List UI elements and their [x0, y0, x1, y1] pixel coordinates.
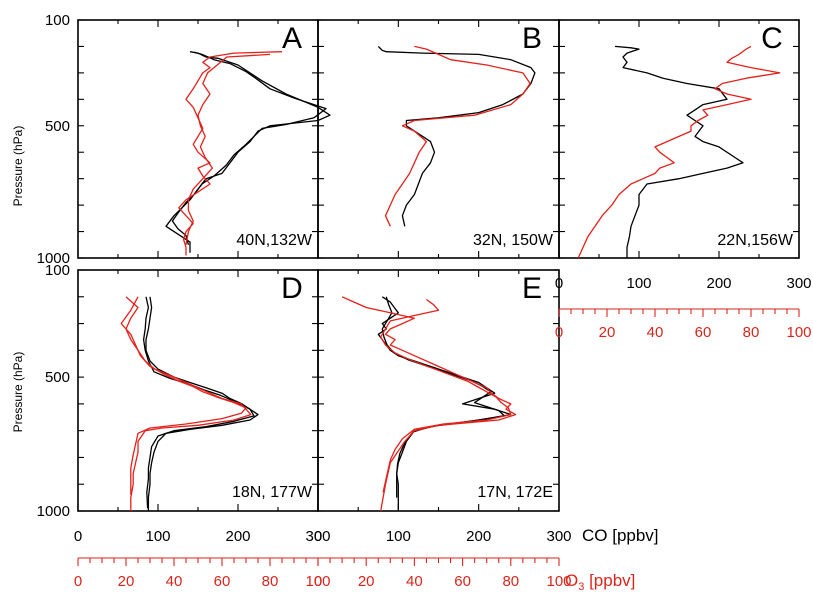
o3-tick-label-c: 20: [599, 324, 616, 341]
panel-location: 17N, 172E: [477, 484, 553, 501]
o3-tick-label-d: 40: [166, 573, 183, 590]
co-tick-label-d: 300: [305, 528, 330, 545]
o3-tick-label-c: 80: [743, 324, 760, 341]
panel-letter: B: [522, 22, 542, 55]
co-tick-label-d: 200: [225, 528, 250, 545]
o3-tick-label-d: 20: [118, 573, 135, 590]
o3-tick-label-c: 60: [695, 324, 712, 341]
panel-b: B 32N, 150W: [317, 19, 560, 259]
panel-location: 40N,132W: [236, 232, 312, 249]
co-profile-line: [381, 296, 506, 498]
panel-letter: D: [281, 272, 303, 305]
o3-tick-label-c: 40: [647, 324, 664, 341]
panel-location: 32N, 150W: [473, 232, 554, 249]
panel-letter: A: [282, 22, 302, 55]
co-tick-label-e: 100: [386, 528, 411, 545]
co-axis-label: CO [ppbv]: [582, 526, 659, 545]
co-tick-label-d: 100: [145, 528, 170, 545]
panel-e: E 17N, 172E: [317, 269, 560, 512]
co-profile-line: [377, 296, 512, 511]
y-tick-label: 100: [45, 12, 70, 29]
panel-c: C 22N,156W: [558, 19, 800, 259]
o3-tick-label-c: 100: [786, 324, 811, 341]
panels-layer: A 40N,132W B 32N, 150W C 22N,156W D 18N, 177W E 1…: [77, 19, 800, 512]
o3-tick-label-d: 60: [214, 573, 231, 590]
o3-axis-label: O3 [ppbv]: [565, 571, 635, 593]
o3-tick-label-d: 0: [74, 573, 82, 590]
panel-location: 22N,156W: [717, 232, 793, 249]
co-profile-line: [145, 296, 259, 511]
o3-tick-label-d: 80: [262, 573, 279, 590]
o3-profile-line: [384, 45, 531, 227]
o3-profile-line: [178, 51, 283, 256]
y-axis-label-bottom: Pressure (hPa): [11, 352, 25, 433]
panel-letter: E: [522, 272, 542, 305]
y-tick-label: 1000: [37, 503, 70, 520]
y-axis-label-top: Pressure (hPa): [11, 126, 25, 207]
co-profile-line: [165, 51, 331, 253]
panel-location: 18N, 177W: [232, 484, 313, 501]
co-profile-line: [377, 45, 536, 227]
o3-profile-line: [341, 296, 517, 512]
y-tick-label: 1000: [37, 250, 70, 267]
y-tick-label: 500: [45, 118, 70, 135]
y-tick-label: 100: [45, 262, 70, 279]
o3-tick-label-c: 0: [555, 324, 563, 341]
o3-tick-label-d: 100: [305, 573, 330, 590]
o3-profile-line: [120, 296, 247, 495]
panel-frame: [317, 269, 560, 512]
panel-frame: [558, 19, 800, 259]
o3-label-main: O: [565, 571, 578, 590]
panel-letter: C: [761, 22, 783, 55]
panel-a: A 40N,132W: [77, 19, 331, 259]
o3-profile-line: [185, 53, 271, 245]
co-profile-line: [614, 45, 744, 258]
o3-tick-label-e: 100: [546, 573, 571, 590]
o3-tick-label-e: 0: [314, 573, 322, 590]
co-tick-label-d: 0: [74, 528, 82, 545]
o3-tick-label-e: 80: [502, 573, 519, 590]
co-tick-label-c: 200: [706, 275, 731, 292]
co-tick-label-e: 200: [466, 528, 491, 545]
o3-label-tail: [ppbv]: [584, 571, 635, 590]
co-tick-label-e: 300: [546, 528, 571, 545]
co-tick-label-c: 0: [555, 275, 563, 292]
o3-tick-label-e: 40: [406, 573, 423, 590]
o3-tick-label-e: 20: [358, 573, 375, 590]
co-tick-label-e: 0: [314, 528, 322, 545]
o3-profile-line: [577, 45, 781, 259]
co-tick-label-c: 100: [626, 275, 651, 292]
panel-frame: [77, 19, 319, 259]
panel-frame: [317, 19, 560, 259]
co-tick-label-c: 300: [786, 275, 811, 292]
panel-d: D 18N, 177W: [77, 269, 319, 512]
o3-profile-line: [380, 298, 512, 493]
co-profile-line: [171, 51, 327, 245]
y-tick-label: 500: [45, 369, 70, 386]
o3-tick-label-e: 60: [454, 573, 471, 590]
panel-frame: [77, 269, 319, 512]
o3-label-sub: 3: [578, 581, 584, 593]
o3-profile-line: [125, 296, 252, 511]
